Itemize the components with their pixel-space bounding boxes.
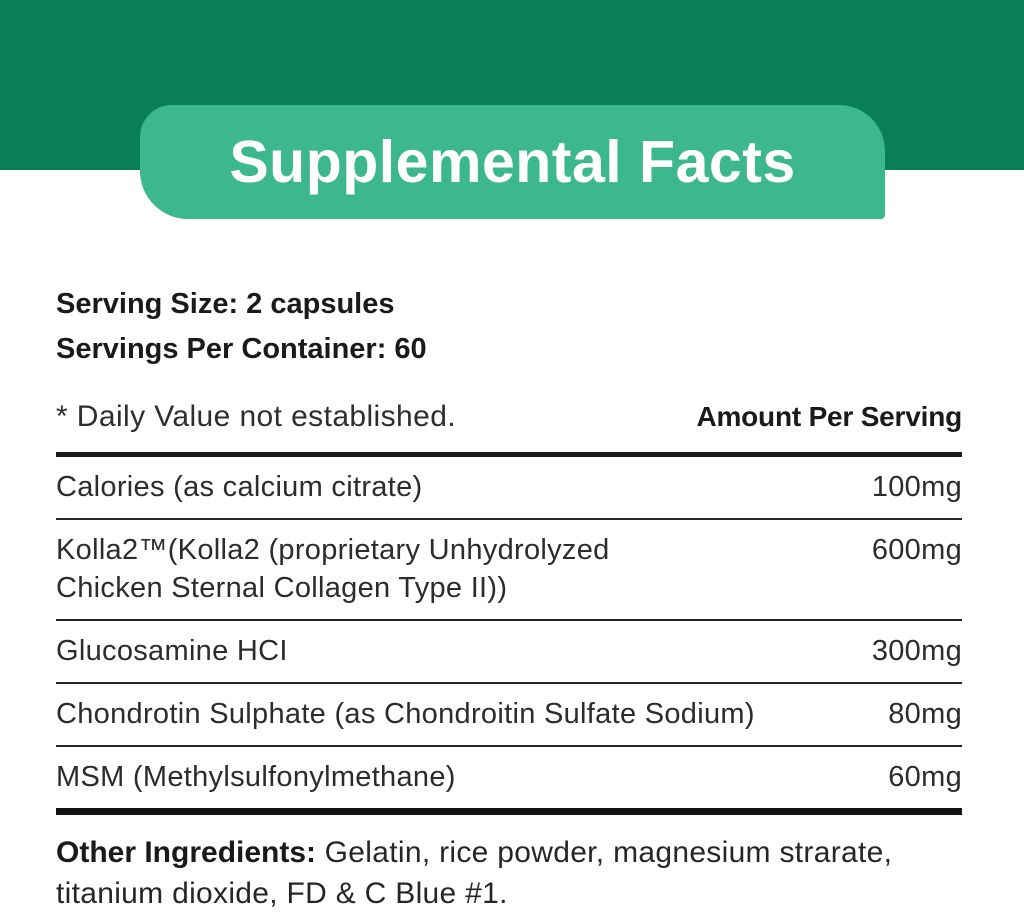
table-row: Chondrotin Sulphate (as Chondroitin Sulf… [56,684,962,747]
table-row: MSM (Methylsulfonylmethane) 60mg [56,747,962,815]
amount-per-serving-header: Amount Per Serving [696,401,962,432]
ingredient-name: MSM (Methylsulfonylmethane) [56,761,456,793]
title-pill: Supplemental Facts [140,105,885,219]
daily-value-footnote: * Daily Value not established. [56,400,457,433]
table-header: * Daily Value not established. Amount Pe… [56,400,962,434]
ingredient-amount: 300mg [871,635,962,667]
ingredient-name: Kolla2™(Kolla2 (proprietary Unhydrolyzed… [56,534,610,604]
page-title: Supplemental Facts [229,129,796,195]
serving-info: Serving Size: 2 capsules Servings Per Co… [56,282,962,372]
ingredient-name: Calories (as calcium citrate) [56,471,423,503]
facts-table: Calories (as calcium citrate) 100mg Koll… [56,452,962,815]
ingredient-name: Glucosamine HCI [56,635,288,667]
ingredient-amount: 60mg [888,761,962,793]
table-row: Kolla2™(Kolla2 (proprietary Unhydrolyzed… [56,520,962,621]
servings-per-container-line: Servings Per Container: 60 [56,333,427,365]
other-ingredients-label: Other Ingredients: [56,836,317,869]
ingredient-amount: 100mg [871,471,962,503]
other-ingredients: Other Ingredients: Gelatin, rice powder,… [56,832,968,914]
ingredient-amount: 600mg [871,534,962,566]
other-ingredients-text: Gelatin, rice powder, magnesium strarate… [56,836,893,910]
table-row: Calories (as calcium citrate) 100mg [56,457,962,520]
ingredient-amount: 80mg [888,698,962,730]
ingredient-name: Chondrotin Sulphate (as Chondroitin Sulf… [56,698,755,730]
table-row: Glucosamine HCI 300mg [56,621,962,684]
serving-size-line: Serving Size: 2 capsules [56,288,395,320]
